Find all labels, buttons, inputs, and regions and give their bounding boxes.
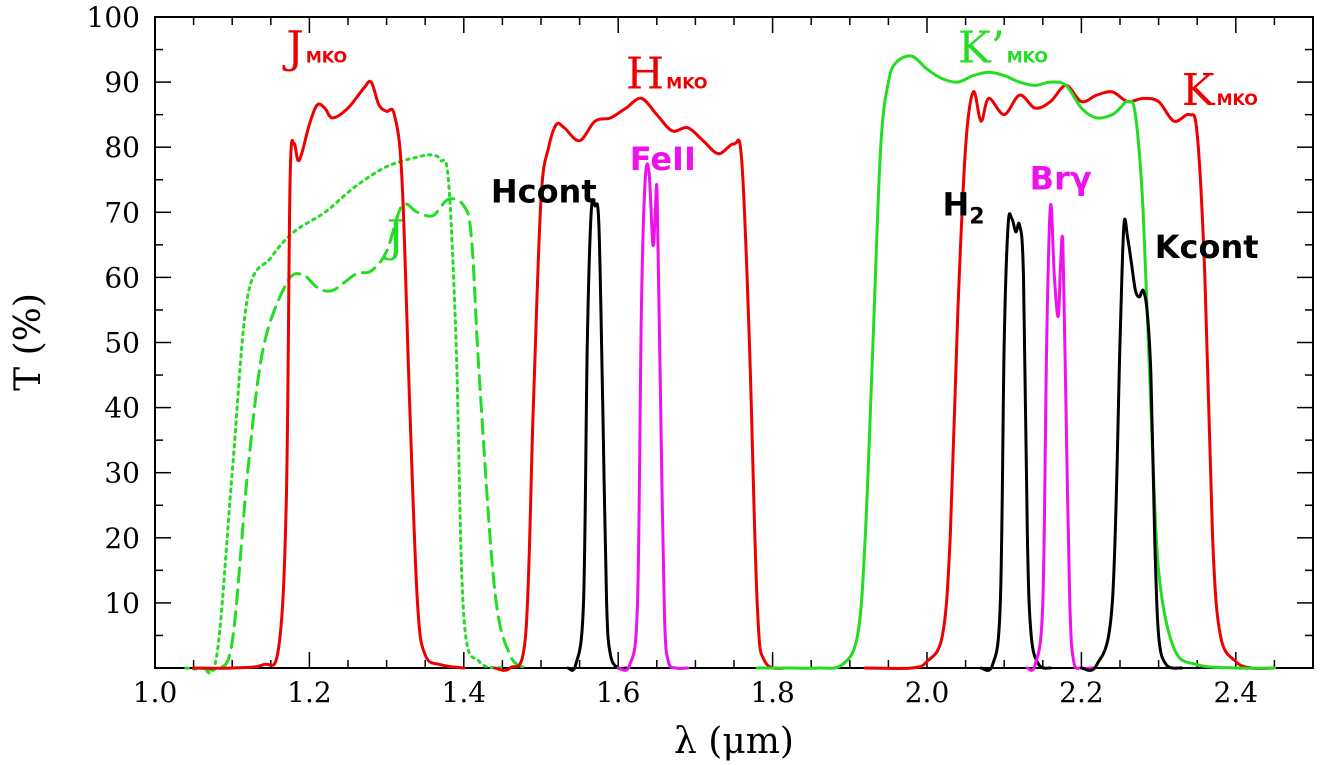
y-tick-label: 50 [104,327,140,360]
y-tick-label: 100 [87,1,140,34]
curve-label-brg: Brγ [1030,160,1092,198]
curve-label-feii: FeII [630,140,696,178]
y-tick-label: 80 [104,131,140,164]
x-tick-label: 1.8 [750,676,795,709]
curve-label-h2: H2 [942,186,984,230]
series-line [566,198,628,672]
curve-label-jmko: J MKO [282,23,347,74]
curve-label-j: J [383,211,405,262]
series-line [1025,203,1095,672]
y-tick-label: 60 [104,261,140,294]
curve-label-hcont: Hcont [491,173,597,211]
x-tick-label: 1.6 [596,676,641,709]
series-line [863,83,1276,670]
x-tick-label: 2.0 [905,676,950,709]
axis-ticks [154,16,1314,669]
series-line [184,153,504,675]
y-tick-label: 40 [104,392,140,425]
y-axis-title: T (%) [8,293,49,391]
series-line [1079,217,1184,672]
x-tick-label: 1.0 [133,676,178,709]
y-tick-label: 70 [104,196,140,229]
curve-label-kpmko: K’ MKO [958,23,1048,74]
curve-label-kcont: Kcont [1155,228,1259,266]
tick-labels: 1.0 1.2 1.4 1.6 1.8 2.0 2.2 2.4 10 20 30 40 50 60 70 80… [87,1,1259,709]
x-tick-label: 2.4 [1214,676,1259,709]
curve-label-hmko: H MKO [626,49,708,100]
x-tick-label: 1.2 [287,676,332,709]
x-tick-label: 1.4 [442,676,487,709]
series-line [616,162,690,672]
series-line [199,197,528,672]
x-axis-title: λ (μm) [674,721,794,762]
x-tick-label: 2.2 [1059,676,1104,709]
series-line [192,79,466,670]
y-tick-label: 10 [104,587,140,620]
series-line [979,212,1052,672]
y-tick-label: 90 [104,66,140,99]
curve-label-kmko: K MKO [1182,65,1258,116]
y-tick-label: 20 [104,522,140,555]
series-line [493,96,790,672]
curve-labels: J MKO H MKO K’ MKO K MKO J Hcont FeII H2 Brγ Kcont [282,23,1258,266]
series-lines [184,54,1276,675]
y-tick-label: 30 [104,457,140,490]
series-line [755,54,1276,670]
